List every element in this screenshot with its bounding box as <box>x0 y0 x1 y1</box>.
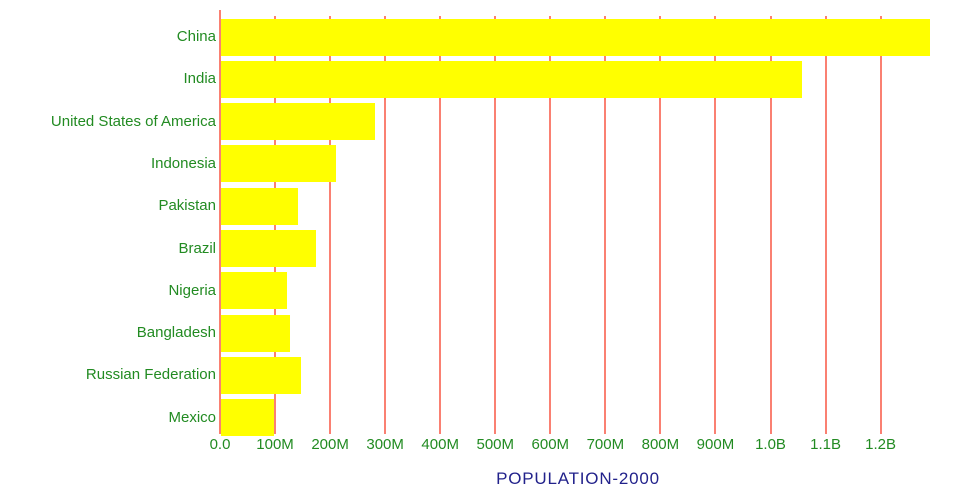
category-label: Brazil <box>178 239 216 257</box>
category-label: Mexico <box>168 408 216 426</box>
x-tick-label: 600M <box>531 436 570 453</box>
bar-indonesia <box>221 145 336 183</box>
category-label: Bangladesh <box>136 324 216 342</box>
bar-united-states-of-america <box>221 103 375 141</box>
x-gridline <box>769 16 772 434</box>
bar-india <box>221 60 802 98</box>
category-label: India <box>183 70 216 88</box>
category-label: China <box>176 28 216 45</box>
x-tick-label: 300M <box>366 436 404 453</box>
x-tick-label: 700M <box>586 436 625 453</box>
x-tick-label: 400M <box>421 436 459 453</box>
bar-nigeria <box>221 272 287 310</box>
x-gridline <box>714 16 717 434</box>
x-gridline <box>439 16 442 434</box>
x-tick-label: 0.0 <box>209 436 231 453</box>
bar-brazil <box>221 230 316 267</box>
bar-russian-federation <box>221 356 301 394</box>
x-gridline <box>384 16 387 434</box>
x-gridline <box>219 10 221 434</box>
x-tick-label: 200M <box>311 436 349 453</box>
bar-mexico <box>221 399 274 437</box>
x-tick-label: 900M <box>696 436 735 453</box>
bar-china <box>221 18 930 56</box>
x-gridline <box>659 16 662 434</box>
category-label: Nigeria <box>168 281 216 299</box>
category-label: Pakistan <box>158 197 216 215</box>
x-gridline <box>879 16 882 434</box>
chart-title: POPULATION-2000 <box>496 469 660 488</box>
x-gridline <box>604 16 607 434</box>
x-tick-label: 800M <box>641 436 680 453</box>
x-tick-label: 1.0B <box>755 436 786 453</box>
x-gridline <box>824 16 827 434</box>
x-tick-label: 1.1B <box>810 436 841 453</box>
x-tick-label: 500M <box>476 436 515 453</box>
category-label: Russian Federation <box>85 366 216 384</box>
x-gridline <box>274 16 277 434</box>
x-gridline <box>329 16 332 434</box>
category-label: Indonesia <box>150 154 216 172</box>
x-tick-label: 100M <box>256 436 294 453</box>
bar-pakistan <box>221 187 298 225</box>
bar-bangladesh <box>221 314 290 352</box>
x-tick-label: 1.2B <box>865 436 897 453</box>
x-gridline <box>549 16 552 434</box>
x-gridline <box>494 16 497 434</box>
category-label: United States of America <box>50 112 216 130</box>
